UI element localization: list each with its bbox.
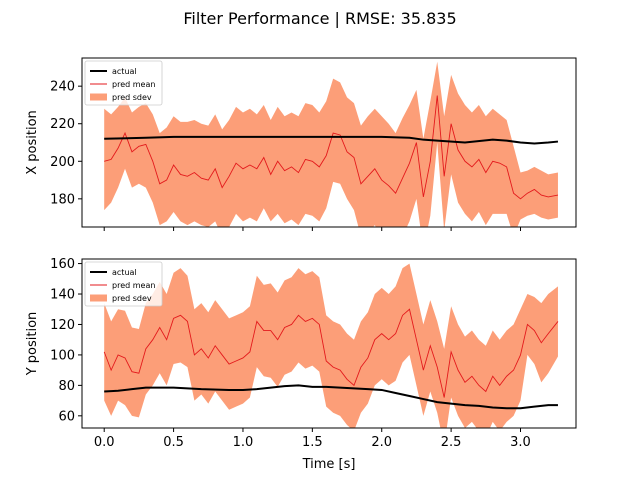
y-position-y-tick-label: 100 [50, 348, 75, 363]
y-position-y-tick-label: 80 [58, 379, 75, 394]
x-position-y-tick-label: 220 [50, 117, 75, 132]
x-position-y-tick-label: 240 [50, 80, 75, 95]
x-position-pred-sdev-band [104, 61, 558, 227]
y-position-actual-line [104, 384, 558, 410]
x-position-y-tick-label: 200 [50, 155, 75, 170]
y-position-legend: actual pred mean pred sdev [84, 261, 163, 307]
y-position-panel: 0.0 0.5 1.0 1.5 2.0 2.5 3.0 60 80 100 120 140 160 Y p… [25, 257, 577, 472]
x-position-legend-label: pred sdev [112, 93, 152, 102]
y-position-y-tick-label: 140 [50, 288, 75, 303]
y-position-legend-label: actual [112, 268, 137, 277]
x-position-legend-label: pred mean [112, 80, 155, 89]
y-position-pred-sdev-band [104, 263, 558, 428]
y-position-x-tick-label: 3.0 [510, 435, 531, 450]
y-position-x-tick-label: 1.5 [302, 435, 323, 450]
y-position-axes-frame [81, 258, 577, 429]
y-position-x-tick-label: 0.0 [94, 435, 115, 450]
x-position-pred-mean-line [104, 95, 559, 200]
x-position-actual-line [104, 135, 559, 145]
y-position-y-tick-label: 160 [50, 257, 75, 272]
y-position-y-tick-label: 60 [58, 409, 75, 424]
y-position-legend-label: pred sdev [112, 294, 152, 303]
x-position-legend-label: actual [112, 67, 137, 76]
y-position-legend-pred-sdev-swatch [90, 294, 107, 302]
y-position-legend-label: pred mean [112, 281, 155, 290]
x-position-panel: 180 200 220 240 X position actual pred mean pre… [25, 57, 577, 231]
y-position-x-axis-label: Time [s] [302, 457, 356, 472]
y-position-plot-area [103, 263, 559, 428]
x-position-axes-frame [81, 57, 577, 228]
y-position-x-tick-label: 1.0 [233, 435, 254, 450]
figure-title: Filter Performance | RMSE: 35.835 [183, 9, 456, 28]
y-position-y-tick-label: 120 [50, 318, 75, 333]
y-position-x-tick-label: 0.5 [163, 435, 184, 450]
y-position-x-tick-label: 2.0 [371, 435, 392, 450]
y-position-pred-mean-line [103, 308, 559, 398]
x-position-y-axis-label: X position [25, 110, 40, 175]
x-position-legend: actual pred mean pred sdev [84, 60, 163, 106]
y-position-y-axis-label: Y position [25, 312, 40, 377]
x-position-plot-area [104, 61, 559, 227]
x-position-legend-pred-sdev-swatch [90, 93, 107, 101]
x-position-y-tick-label: 180 [50, 192, 75, 207]
y-position-x-tick-label: 2.5 [441, 435, 462, 450]
